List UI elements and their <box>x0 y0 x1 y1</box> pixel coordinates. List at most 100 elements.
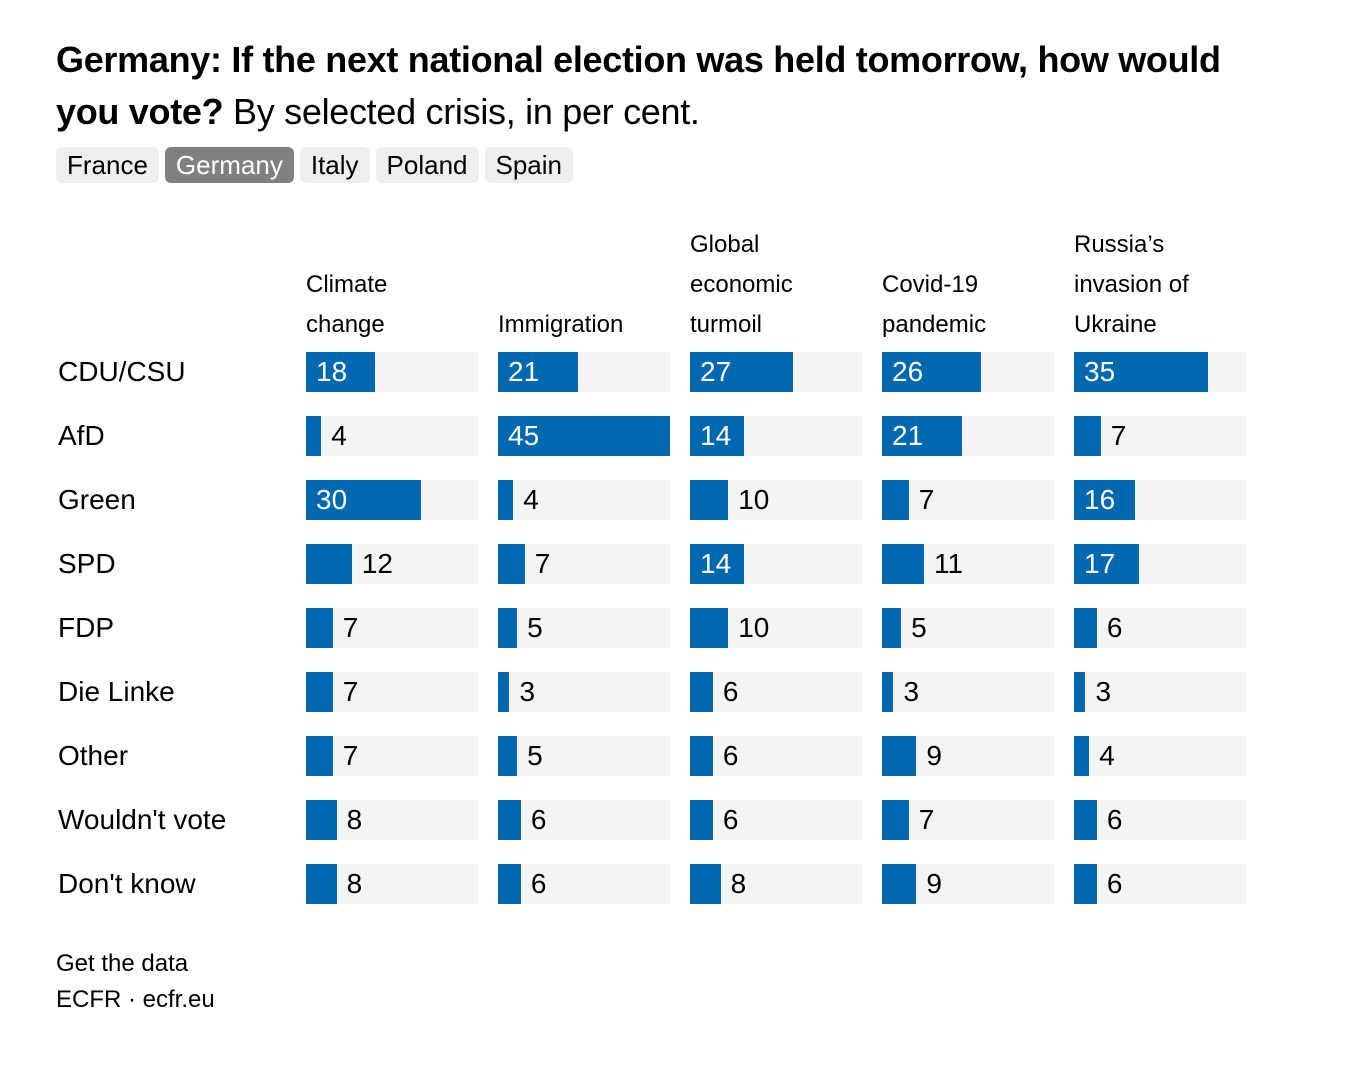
value-label: 7 <box>342 612 359 643</box>
column-header: Climate change <box>306 265 486 345</box>
bar-track: 6 <box>1074 608 1246 648</box>
value-label: 26 <box>892 356 924 387</box>
bar-track: 17 <box>1074 544 1246 584</box>
source: ECFR · ecfr.eu <box>56 986 215 1013</box>
value-label: 16 <box>1084 484 1116 515</box>
bar-track: 5 <box>498 736 670 776</box>
value-label: 5 <box>527 612 543 643</box>
bar-track: 12 <box>306 544 478 584</box>
column-header-line: invasion of <box>1074 271 1189 298</box>
value-label: 7 <box>534 548 551 579</box>
bar-track: 8 <box>306 864 478 904</box>
bar <box>306 352 375 392</box>
bar <box>498 416 670 456</box>
column-header-line: Covid-19 <box>882 271 979 298</box>
value-label: 7 <box>342 740 359 771</box>
value-label: 5 <box>911 612 927 643</box>
column-header: Russia’s invasion of Ukraine <box>1074 225 1254 345</box>
row-label: CDU/CSU <box>58 356 186 387</box>
bar <box>882 352 982 392</box>
row-label: SPD <box>58 548 116 579</box>
column-header-line: Climate <box>306 271 388 298</box>
value-label: 3 <box>1095 676 1112 707</box>
bar <box>882 800 909 840</box>
bar-track: 10 <box>690 480 862 520</box>
bar-track: 3 <box>498 672 670 712</box>
bar <box>882 544 925 584</box>
value-label: 6 <box>1106 868 1123 899</box>
row-label: Wouldn't vote <box>58 804 227 835</box>
column-header: Immigration <box>498 305 678 345</box>
bar-track: 7 <box>306 608 478 648</box>
bar <box>1074 416 1101 456</box>
title-subtitle: By selected crisis, in per cent. <box>223 91 700 132</box>
bar <box>306 800 337 840</box>
value-label: 6 <box>722 804 739 835</box>
value-label: 27 <box>700 356 732 387</box>
bar <box>498 864 521 904</box>
value-label: 3 <box>903 676 920 707</box>
value-label: 35 <box>1084 356 1116 387</box>
bar-track: 7 <box>882 480 1054 520</box>
column-header-line: economic <box>690 271 793 298</box>
value-label: 7 <box>1110 420 1127 451</box>
tab-spain[interactable]: Spain <box>484 147 573 183</box>
bar <box>498 672 510 712</box>
value-label: 5 <box>527 740 543 771</box>
bar-track: 21 <box>882 416 1054 456</box>
bar-track: 21 <box>498 352 670 392</box>
value-label: 4 <box>1099 740 1115 771</box>
column-header: Global economic turmoil <box>690 225 870 345</box>
row-label: Don't know <box>58 868 196 899</box>
get-data-link[interactable]: Get the data <box>56 950 189 977</box>
value-label: 14 <box>700 420 732 451</box>
chart-title: Germany: If the next national election w… <box>56 34 1236 138</box>
value-label: 6 <box>722 740 739 771</box>
bar <box>882 416 963 456</box>
column-header: Covid-19 pandemic <box>882 265 1062 345</box>
bar-track: 6 <box>690 800 862 840</box>
bar-track: 4 <box>498 480 670 520</box>
bar <box>882 736 917 776</box>
value-label: 7 <box>918 804 935 835</box>
value-label: 9 <box>926 868 942 899</box>
bar-track: 4 <box>1074 736 1246 776</box>
bar <box>306 864 337 904</box>
value-label: 8 <box>730 868 747 899</box>
row-label: Other <box>58 740 129 771</box>
bar-track: 30 <box>306 480 478 520</box>
tab-germany[interactable]: Germany <box>164 147 294 183</box>
value-label: 30 <box>316 484 348 515</box>
value-label: 6 <box>1106 804 1123 835</box>
bar <box>1074 480 1136 520</box>
bar <box>690 480 729 520</box>
tab-poland[interactable]: Poland <box>375 147 479 183</box>
bar-track: 8 <box>690 864 862 904</box>
bar-track: 7 <box>498 544 670 584</box>
bar-track: 6 <box>1074 800 1246 840</box>
bar <box>1074 736 1090 776</box>
bar <box>498 352 579 392</box>
tab-france[interactable]: France <box>56 147 159 183</box>
row-label: FDP <box>58 612 114 643</box>
value-label: 18 <box>316 356 348 387</box>
bar-track: 5 <box>882 608 1054 648</box>
bar-track: 4 <box>306 416 478 456</box>
bar <box>1074 800 1097 840</box>
bar-track: 6 <box>498 864 670 904</box>
bar-track: 7 <box>306 672 478 712</box>
value-label: 6 <box>530 804 547 835</box>
bar <box>882 864 917 904</box>
tab-italy[interactable]: Italy <box>299 147 370 183</box>
column-header-line: Russia’s <box>1074 231 1165 258</box>
bar <box>498 800 521 840</box>
value-label: 45 <box>508 420 540 451</box>
bar-track: 26 <box>882 352 1054 392</box>
column-header-line: Immigration <box>498 311 624 338</box>
bar <box>1074 608 1097 648</box>
bar <box>690 672 713 712</box>
bar-track: 7 <box>1074 416 1246 456</box>
bar-track: 7 <box>882 800 1054 840</box>
bar-track: 14 <box>690 416 862 456</box>
row-label: AfD <box>58 420 105 451</box>
